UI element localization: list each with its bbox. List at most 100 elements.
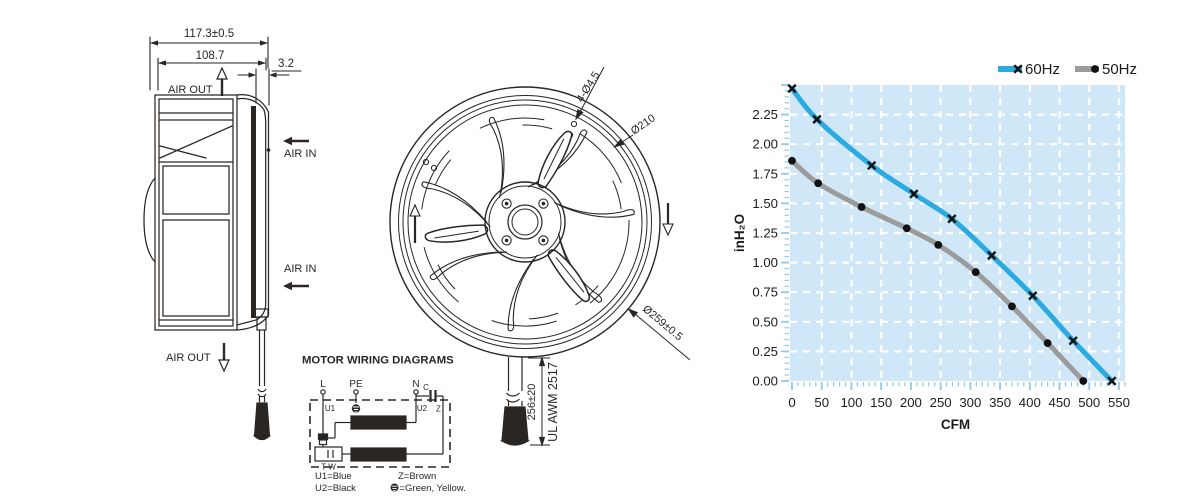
impeller-spokes bbox=[423, 126, 597, 305]
air-out-top-arrowhead bbox=[216, 66, 228, 80]
x-tick-label: 300 bbox=[959, 395, 981, 410]
legend-u2-color: U2=Black bbox=[315, 483, 356, 494]
marker-dot bbox=[1008, 302, 1016, 311]
airflow-arrows-side bbox=[216, 66, 309, 373]
capacitor-label: C bbox=[423, 383, 429, 392]
dimension-arrowheads bbox=[150, 40, 277, 78]
x-tick-label: 0 bbox=[788, 395, 795, 410]
x-tick-label: 350 bbox=[989, 395, 1011, 410]
impeller-back-disc-edge bbox=[251, 106, 256, 318]
housing-stud bbox=[266, 148, 271, 152]
air-in-lower-label: AIR IN bbox=[284, 263, 316, 275]
marker-x bbox=[812, 114, 822, 124]
dim-overall-width: 117.3±0.5 bbox=[184, 28, 234, 40]
terminal-pe-label: PE bbox=[349, 379, 363, 390]
mount-holes-label: 4-Ø4.5 bbox=[574, 70, 602, 105]
marker-dot bbox=[1043, 339, 1052, 348]
cable-spec-label: UL AWM 2517 bbox=[546, 362, 560, 442]
leader-lines bbox=[575, 66, 691, 361]
marker-dot bbox=[814, 179, 823, 188]
x-tick-label: 250 bbox=[930, 395, 952, 410]
motor-wiring-diagram: MOTOR WIRING DIAGRAMS bbox=[302, 355, 466, 495]
y-tick-label: 1.00 bbox=[752, 255, 778, 270]
y-tick-label: 1.25 bbox=[752, 226, 778, 241]
winding-u2-label: U2 bbox=[417, 404, 428, 413]
fan-housing-outline bbox=[143, 94, 270, 331]
wiring-circuit bbox=[309, 389, 451, 468]
marker-x bbox=[1028, 291, 1038, 301]
dim-inner-width: 108.7 bbox=[196, 50, 225, 62]
plot-area bbox=[790, 85, 1125, 381]
air-in-upper-arrowhead bbox=[283, 136, 292, 146]
legend-z-color: Z=Brown bbox=[398, 471, 436, 482]
x-tick-label: 450 bbox=[1049, 395, 1071, 410]
air-out-bottom-arrowhead bbox=[218, 359, 230, 373]
dim-flange-thickness: 3.2 bbox=[278, 58, 294, 70]
marker-dot bbox=[1091, 65, 1099, 73]
marker-x bbox=[867, 160, 877, 171]
winding-u1-label: U1 bbox=[325, 404, 336, 413]
marker-dot bbox=[788, 156, 796, 165]
rotation-arrow-left-head bbox=[409, 203, 421, 217]
air-out-top-label: AIR OUT bbox=[168, 84, 213, 96]
y-tick-label: 0.00 bbox=[752, 374, 778, 389]
y-tick-label: 2.00 bbox=[752, 137, 778, 152]
thermal-protector-label: T W bbox=[321, 463, 336, 472]
marker-dot bbox=[902, 224, 911, 233]
wiring-labels: L PE N C U1 U2 Z T W U1=Blue U2=Black Z=… bbox=[315, 379, 466, 494]
marker-x bbox=[947, 214, 957, 224]
air-out-bottom-label: AIR OUT bbox=[166, 352, 211, 364]
legend-label-60Hz: 60Hz bbox=[1025, 61, 1060, 78]
air-in-lower-arrowhead bbox=[283, 281, 292, 291]
y-tick-label: 2.25 bbox=[752, 107, 778, 122]
y-tick-label: 0.25 bbox=[752, 344, 778, 359]
marker-x bbox=[909, 189, 919, 199]
terminal-l-label: L bbox=[320, 379, 326, 390]
inner-diameter-label: Ø210 bbox=[629, 112, 658, 137]
legend-earth-icon bbox=[390, 483, 399, 492]
winding-z-label: Z bbox=[436, 405, 441, 414]
x-tick-label: 500 bbox=[1078, 395, 1100, 410]
x-tick-label: 200 bbox=[900, 395, 922, 410]
marker-x bbox=[1107, 376, 1117, 386]
legend-label-50Hz: 50Hz bbox=[1102, 61, 1137, 78]
y-tick-label: 1.75 bbox=[752, 166, 778, 181]
y-tick-label: 0.75 bbox=[752, 285, 778, 300]
wiring-title: MOTOR WIRING DIAGRAMS bbox=[302, 355, 454, 367]
legend-earth-color: =Green, Yellow. bbox=[400, 483, 466, 494]
terminal-n-label: N bbox=[412, 379, 419, 390]
marker-dot bbox=[1079, 377, 1088, 385]
marker-x bbox=[1013, 64, 1023, 74]
rotation-arrows bbox=[409, 203, 674, 243]
x-tick-label: 100 bbox=[840, 395, 862, 410]
marker-x bbox=[987, 250, 997, 261]
legend-earth-icon-lines bbox=[391, 485, 398, 491]
pe-earth-symbol bbox=[351, 404, 361, 413]
fan-rings bbox=[389, 86, 661, 358]
cable-and-dimension bbox=[499, 355, 550, 448]
marker-dot bbox=[857, 203, 866, 211]
x-tick-label: 550 bbox=[1108, 395, 1130, 410]
impeller-blades bbox=[420, 115, 637, 333]
marker-x bbox=[787, 83, 797, 94]
marker-dot bbox=[971, 268, 980, 276]
x-tick-label: 150 bbox=[870, 395, 892, 410]
performance-chart: 0.00 0.25 0.50 0.75 1.00 1.25 1.50 1.75 2.00 2.25… bbox=[732, 61, 1137, 432]
marker-x bbox=[1068, 336, 1078, 346]
rotation-arrow-right-head bbox=[662, 223, 674, 237]
legend-u1-color: U1=Blue bbox=[315, 471, 352, 482]
front-view-drawing: 4-Ø4.5 Ø210 Ø259±0.5 256±20 UL AWM 2517 bbox=[389, 66, 691, 448]
y-axis-title: inH₂O bbox=[732, 214, 747, 252]
air-in-upper-label: AIR IN bbox=[284, 148, 316, 160]
x-axis-title: CFM bbox=[941, 417, 970, 432]
x-tick-label: 400 bbox=[1019, 395, 1041, 410]
y-tick-label: 1.50 bbox=[752, 196, 778, 211]
cable-length-label: 256±20 bbox=[526, 384, 538, 421]
y-tick-label: 0.50 bbox=[752, 314, 778, 329]
marker-dot bbox=[934, 240, 943, 249]
hub-screws bbox=[501, 198, 549, 246]
power-cable-side bbox=[252, 308, 272, 441]
motor-hub bbox=[484, 181, 566, 263]
side-view-drawing: 117.3±0.5 108.7 3.2 AIR OUT AIR IN AIR I… bbox=[143, 28, 316, 441]
